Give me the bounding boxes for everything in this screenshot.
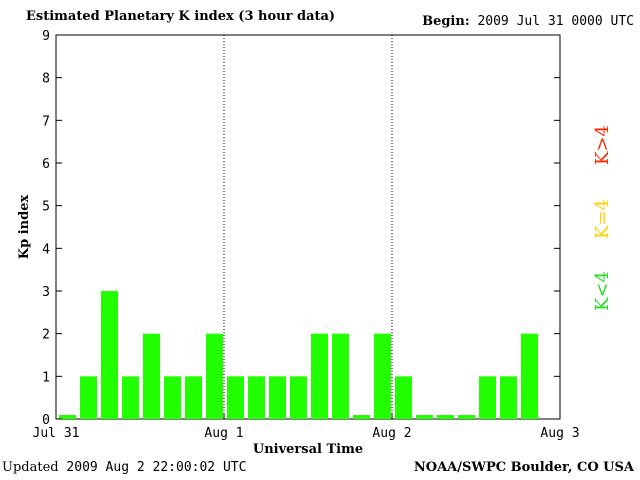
kp-bar: [206, 333, 223, 419]
kp-bar: [416, 415, 433, 419]
x-tick-label: Aug 2: [372, 426, 411, 441]
y-axis: 0 1 2 3 4 5 6 7 8 9: [42, 29, 560, 428]
updated-info: Updated 2009 Aug 2 22:00:02 UTC: [2, 460, 246, 475]
y-tick-label: 6: [42, 157, 50, 172]
legend-k-equal-4: K=4: [592, 199, 613, 239]
kp-bar: [479, 376, 496, 419]
kp-bar: [500, 376, 517, 419]
kp-bar: [374, 333, 391, 419]
begin-info: Begin: 2009 Jul 31 0000 UTC: [422, 14, 634, 29]
y-tick-label: 9: [42, 29, 50, 44]
day-separators: [223, 35, 393, 419]
kp-bar: [101, 291, 118, 419]
x-axis-title: Universal Time: [253, 442, 363, 457]
plot-area: [55, 34, 561, 420]
kp-bar: [185, 376, 202, 419]
kp-bar: [248, 376, 265, 419]
x-tick-label: Jul 31: [33, 426, 80, 441]
x-tick-label: Aug 3: [540, 426, 579, 441]
legend-k-above-4: K>4: [592, 125, 613, 165]
kp-bar: [458, 415, 475, 419]
bars-group: [59, 291, 538, 419]
updated-label: Updated: [2, 460, 59, 475]
kp-bar: [395, 376, 412, 419]
kp-bar: [269, 376, 286, 419]
y-axis-title: Kp index: [17, 195, 32, 260]
kp-bar: [332, 333, 349, 419]
y-tick-label: 4: [42, 242, 50, 257]
chart-title: Estimated Planetary K index (3 hour data…: [26, 9, 336, 24]
kp-bar: [227, 376, 244, 419]
kp-bar: [59, 415, 76, 419]
y-tick-label: 3: [42, 285, 50, 300]
updated-value: 2009 Aug 2 22:00:02 UTC: [66, 460, 247, 475]
source-credit: NOAA/SWPC Boulder, CO USA: [413, 460, 634, 475]
kp-bar: [521, 333, 538, 419]
begin-value: 2009 Jul 31 0000 UTC: [477, 14, 634, 29]
begin-label: Begin:: [422, 14, 470, 29]
legend-k-below-4: K<4: [592, 271, 613, 311]
x-axis: Jul 31 Aug 1 Aug 2 Aug 3: [33, 413, 580, 441]
kp-bar: [122, 376, 139, 419]
x-tick-label: Aug 1: [204, 426, 243, 441]
kp-bar: [353, 415, 370, 419]
kp-bar: [80, 376, 97, 419]
kp-bar: [143, 333, 160, 419]
kp-bar: [164, 376, 181, 419]
kp-bar: [290, 376, 307, 419]
y-tick-label: 5: [42, 200, 50, 215]
y-tick-label: 8: [42, 72, 50, 87]
kp-bar: [311, 333, 328, 419]
kp-bar: [437, 415, 454, 419]
y-tick-label: 2: [42, 328, 50, 343]
y-tick-label: 7: [42, 114, 50, 129]
y-tick-label: 1: [42, 370, 50, 385]
y-tick-label: 0: [42, 413, 50, 428]
